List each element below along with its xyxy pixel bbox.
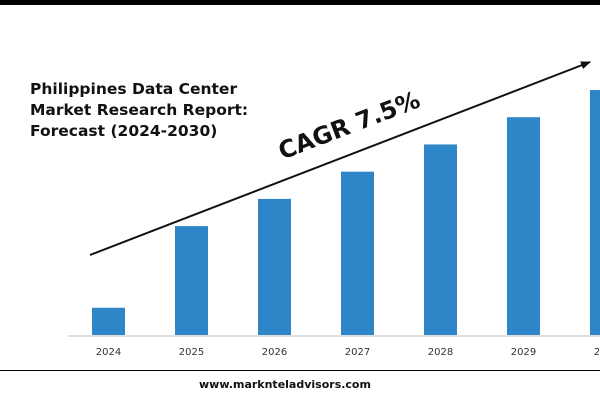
bar-2025 — [175, 226, 208, 335]
x-tick-label: 2027 — [345, 347, 370, 358]
x-tick-label: 2029 — [511, 347, 536, 358]
chart-area: 2024 2025 2026 2027 2028 2029 2030 CAGR 7.5% — [68, 61, 600, 358]
cagr-annotation: CAGR 7.5% — [274, 86, 423, 166]
bar-2024 — [92, 307, 125, 335]
x-tick-label: 2024 — [96, 347, 121, 358]
bar-2028 — [424, 144, 457, 335]
bar-2027 — [341, 171, 374, 335]
website-url: www.marknteladvisors.com — [199, 378, 371, 391]
footer-divider — [0, 370, 600, 371]
top-border — [0, 0, 600, 5]
trend-arrow — [89, 61, 591, 256]
x-tick-label: 2028 — [428, 347, 453, 358]
chart-title: Philippines Data Center Market Research … — [30, 80, 249, 140]
x-tick-label: 2026 — [262, 347, 287, 358]
bar-2029 — [507, 117, 540, 335]
x-tick-label: 2030 — [594, 347, 600, 358]
x-tick-label: 2025 — [179, 347, 204, 358]
bar-2026 — [258, 198, 291, 335]
bar-2030 — [590, 90, 600, 335]
